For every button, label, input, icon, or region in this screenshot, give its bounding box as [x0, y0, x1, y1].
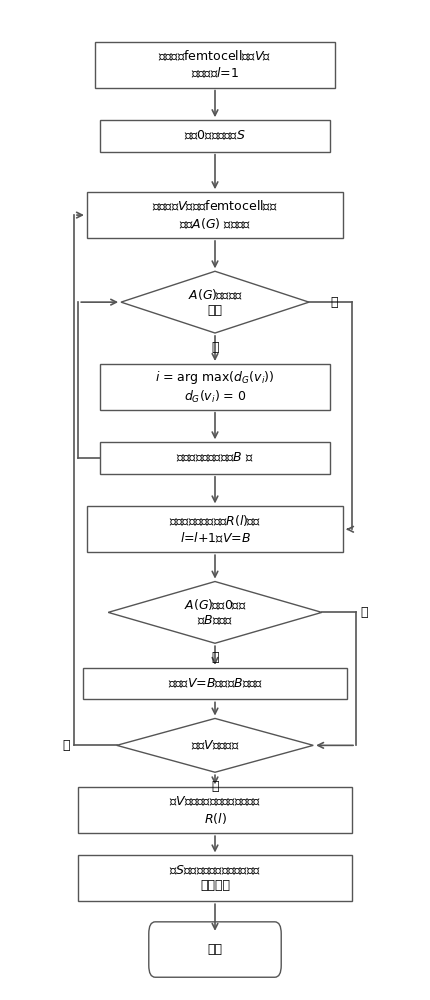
Text: 否: 否 [330, 296, 338, 309]
Text: 初始化，femtocell集合$V$，
分簇数目$l$=1: 初始化，femtocell集合$V$， 分簇数目$l$=1 [158, 49, 272, 80]
FancyBboxPatch shape [149, 922, 281, 977]
Text: 是: 是 [360, 606, 368, 619]
FancyBboxPatch shape [100, 120, 330, 152]
Text: 根据集合$V$，构建femtocell干扰
矩阵$A$($G$) 和干扰度: 根据集合$V$，构建femtocell干扰 矩阵$A$($G$) 和干扰度 [152, 199, 278, 231]
FancyBboxPatch shape [83, 668, 347, 699]
FancyBboxPatch shape [87, 506, 343, 552]
FancyBboxPatch shape [95, 42, 335, 88]
Text: 否: 否 [211, 651, 219, 664]
Text: $A$($G$)中有干扰
元素: $A$($G$)中有干扰 元素 [187, 287, 243, 317]
FancyBboxPatch shape [87, 192, 343, 238]
FancyBboxPatch shape [100, 442, 330, 474]
Text: $A$($G$)为全0矩阵
且$B$为空集: $A$($G$)为全0矩阵 且$B$为空集 [184, 597, 246, 628]
Text: 结束: 结束 [208, 943, 222, 956]
Text: 将$S$分到拥有分簇结果数目最少
的那组中: 将$S$分到拥有分簇结果数目最少 的那组中 [169, 864, 261, 892]
Text: 得到节点的分簇结果$R$($l$)，令
$l$=$l$+1，$V$=$B$: 得到节点的分簇结果$R$($l$)，令 $l$=$l$+1，$V$=$B$ [169, 513, 261, 545]
Text: 令集合$V$=$B$，并令$B$为空集: 令集合$V$=$B$，并令$B$为空集 [168, 677, 262, 690]
Text: 将该节点记录到空集$B$ 中: 将该节点记录到空集$B$ 中 [176, 451, 254, 465]
FancyBboxPatch shape [78, 787, 352, 833]
Text: 将$V$中分为一簇，得到分簇结果
$R$($l$): 将$V$中分为一簇，得到分簇结果 $R$($l$) [169, 795, 261, 826]
Text: 否: 否 [211, 780, 219, 793]
FancyBboxPatch shape [78, 855, 352, 901]
Text: 如果$V$等于空集: 如果$V$等于空集 [190, 739, 240, 752]
Polygon shape [121, 271, 309, 333]
Polygon shape [117, 718, 313, 772]
Polygon shape [108, 582, 322, 643]
Text: 是: 是 [62, 739, 70, 752]
Text: 是: 是 [211, 341, 219, 354]
FancyBboxPatch shape [100, 364, 330, 410]
Text: $i$ = arg max($d_G$($v_i$))
$d_G$($v_i$) = 0: $i$ = arg max($d_G$($v_i$)) $d_G$($v_i$)… [155, 369, 275, 405]
Text: 挑出0度节点集合$S$: 挑出0度节点集合$S$ [184, 129, 246, 143]
